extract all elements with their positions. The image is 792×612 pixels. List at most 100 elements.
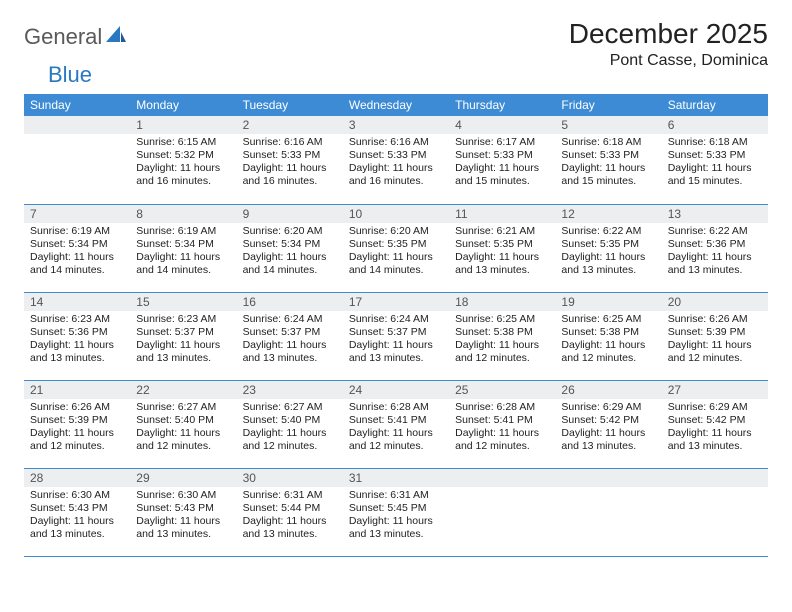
day-number: 21 bbox=[24, 381, 130, 399]
day-details: Sunrise: 6:22 AMSunset: 5:35 PMDaylight:… bbox=[555, 223, 661, 282]
daylight-text: Daylight: 11 hours and 12 minutes. bbox=[243, 427, 337, 453]
day-number: 19 bbox=[555, 293, 661, 311]
day-number: 5 bbox=[555, 116, 661, 134]
sunset-text: Sunset: 5:33 PM bbox=[243, 149, 337, 162]
day-details: Sunrise: 6:25 AMSunset: 5:38 PMDaylight:… bbox=[449, 311, 555, 370]
sunset-text: Sunset: 5:39 PM bbox=[30, 414, 124, 427]
day-number: 26 bbox=[555, 381, 661, 399]
sunset-text: Sunset: 5:39 PM bbox=[668, 326, 762, 339]
day-number bbox=[449, 469, 555, 487]
weekday-header: Friday bbox=[555, 94, 661, 116]
sunset-text: Sunset: 5:35 PM bbox=[455, 238, 549, 251]
daylight-text: Daylight: 11 hours and 14 minutes. bbox=[349, 251, 443, 277]
daylight-text: Daylight: 11 hours and 16 minutes. bbox=[349, 162, 443, 188]
sunrise-text: Sunrise: 6:30 AM bbox=[30, 489, 124, 502]
day-number bbox=[662, 469, 768, 487]
sunrise-text: Sunrise: 6:15 AM bbox=[136, 136, 230, 149]
day-details: Sunrise: 6:26 AMSunset: 5:39 PMDaylight:… bbox=[662, 311, 768, 370]
day-details: Sunrise: 6:30 AMSunset: 5:43 PMDaylight:… bbox=[24, 487, 130, 546]
day-details: Sunrise: 6:29 AMSunset: 5:42 PMDaylight:… bbox=[555, 399, 661, 458]
day-number: 13 bbox=[662, 205, 768, 223]
daylight-text: Daylight: 11 hours and 13 minutes. bbox=[561, 251, 655, 277]
calendar-week-row: 7Sunrise: 6:19 AMSunset: 5:34 PMDaylight… bbox=[24, 204, 768, 292]
sunset-text: Sunset: 5:42 PM bbox=[561, 414, 655, 427]
day-number: 2 bbox=[237, 116, 343, 134]
daylight-text: Daylight: 11 hours and 14 minutes. bbox=[30, 251, 124, 277]
calendar-day-cell: 22Sunrise: 6:27 AMSunset: 5:40 PMDayligh… bbox=[130, 380, 236, 468]
day-details: Sunrise: 6:23 AMSunset: 5:37 PMDaylight:… bbox=[130, 311, 236, 370]
calendar-day-cell: 15Sunrise: 6:23 AMSunset: 5:37 PMDayligh… bbox=[130, 292, 236, 380]
day-number: 20 bbox=[662, 293, 768, 311]
brand-sail-icon bbox=[106, 26, 126, 49]
day-number: 29 bbox=[130, 469, 236, 487]
sunrise-text: Sunrise: 6:22 AM bbox=[561, 225, 655, 238]
calendar-day-cell: 9Sunrise: 6:20 AMSunset: 5:34 PMDaylight… bbox=[237, 204, 343, 292]
month-title: December 2025 bbox=[569, 18, 768, 50]
sunset-text: Sunset: 5:40 PM bbox=[243, 414, 337, 427]
day-details: Sunrise: 6:26 AMSunset: 5:39 PMDaylight:… bbox=[24, 399, 130, 458]
daylight-text: Daylight: 11 hours and 13 minutes. bbox=[561, 427, 655, 453]
day-number: 1 bbox=[130, 116, 236, 134]
day-details: Sunrise: 6:31 AMSunset: 5:45 PMDaylight:… bbox=[343, 487, 449, 546]
day-details: Sunrise: 6:18 AMSunset: 5:33 PMDaylight:… bbox=[555, 134, 661, 193]
day-details: Sunrise: 6:21 AMSunset: 5:35 PMDaylight:… bbox=[449, 223, 555, 282]
calendar-day-cell: 20Sunrise: 6:26 AMSunset: 5:39 PMDayligh… bbox=[662, 292, 768, 380]
calendar-day-cell: 30Sunrise: 6:31 AMSunset: 5:44 PMDayligh… bbox=[237, 468, 343, 556]
daylight-text: Daylight: 11 hours and 16 minutes. bbox=[243, 162, 337, 188]
daylight-text: Daylight: 11 hours and 16 minutes. bbox=[136, 162, 230, 188]
sunrise-text: Sunrise: 6:27 AM bbox=[136, 401, 230, 414]
day-number: 28 bbox=[24, 469, 130, 487]
daylight-text: Daylight: 11 hours and 15 minutes. bbox=[455, 162, 549, 188]
sunset-text: Sunset: 5:41 PM bbox=[455, 414, 549, 427]
day-number: 18 bbox=[449, 293, 555, 311]
daylight-text: Daylight: 11 hours and 12 minutes. bbox=[455, 427, 549, 453]
day-number: 7 bbox=[24, 205, 130, 223]
weekday-header: Sunday bbox=[24, 94, 130, 116]
brand-logo: General bbox=[24, 18, 128, 50]
calendar-day-cell: 27Sunrise: 6:29 AMSunset: 5:42 PMDayligh… bbox=[662, 380, 768, 468]
calendar-body: 1Sunrise: 6:15 AMSunset: 5:32 PMDaylight… bbox=[24, 116, 768, 556]
day-number: 10 bbox=[343, 205, 449, 223]
sunrise-text: Sunrise: 6:18 AM bbox=[668, 136, 762, 149]
daylight-text: Daylight: 11 hours and 14 minutes. bbox=[136, 251, 230, 277]
calendar-day-cell: 4Sunrise: 6:17 AMSunset: 5:33 PMDaylight… bbox=[449, 116, 555, 204]
calendar-day-cell: 17Sunrise: 6:24 AMSunset: 5:37 PMDayligh… bbox=[343, 292, 449, 380]
calendar-table: SundayMondayTuesdayWednesdayThursdayFrid… bbox=[24, 94, 768, 557]
sunrise-text: Sunrise: 6:28 AM bbox=[455, 401, 549, 414]
daylight-text: Daylight: 11 hours and 15 minutes. bbox=[668, 162, 762, 188]
day-details: Sunrise: 6:29 AMSunset: 5:42 PMDaylight:… bbox=[662, 399, 768, 458]
calendar-day-cell: 3Sunrise: 6:16 AMSunset: 5:33 PMDaylight… bbox=[343, 116, 449, 204]
daylight-text: Daylight: 11 hours and 12 minutes. bbox=[455, 339, 549, 365]
day-number: 14 bbox=[24, 293, 130, 311]
day-number: 16 bbox=[237, 293, 343, 311]
daylight-text: Daylight: 11 hours and 12 minutes. bbox=[668, 339, 762, 365]
sunset-text: Sunset: 5:37 PM bbox=[136, 326, 230, 339]
sunrise-text: Sunrise: 6:24 AM bbox=[243, 313, 337, 326]
day-number: 6 bbox=[662, 116, 768, 134]
day-details: Sunrise: 6:17 AMSunset: 5:33 PMDaylight:… bbox=[449, 134, 555, 193]
calendar-day-cell: 19Sunrise: 6:25 AMSunset: 5:38 PMDayligh… bbox=[555, 292, 661, 380]
sunset-text: Sunset: 5:36 PM bbox=[668, 238, 762, 251]
daylight-text: Daylight: 11 hours and 12 minutes. bbox=[561, 339, 655, 365]
sunrise-text: Sunrise: 6:25 AM bbox=[455, 313, 549, 326]
sunrise-text: Sunrise: 6:29 AM bbox=[561, 401, 655, 414]
sunset-text: Sunset: 5:42 PM bbox=[668, 414, 762, 427]
sunset-text: Sunset: 5:38 PM bbox=[561, 326, 655, 339]
daylight-text: Daylight: 11 hours and 12 minutes. bbox=[349, 427, 443, 453]
day-details: Sunrise: 6:20 AMSunset: 5:34 PMDaylight:… bbox=[237, 223, 343, 282]
daylight-text: Daylight: 11 hours and 13 minutes. bbox=[668, 251, 762, 277]
sunrise-text: Sunrise: 6:20 AM bbox=[243, 225, 337, 238]
day-number bbox=[555, 469, 661, 487]
sunset-text: Sunset: 5:44 PM bbox=[243, 502, 337, 515]
sunrise-text: Sunrise: 6:27 AM bbox=[243, 401, 337, 414]
calendar-day-cell: 1Sunrise: 6:15 AMSunset: 5:32 PMDaylight… bbox=[130, 116, 236, 204]
daylight-text: Daylight: 11 hours and 13 minutes. bbox=[30, 515, 124, 541]
calendar-day-cell: 7Sunrise: 6:19 AMSunset: 5:34 PMDaylight… bbox=[24, 204, 130, 292]
day-details: Sunrise: 6:20 AMSunset: 5:35 PMDaylight:… bbox=[343, 223, 449, 282]
sunrise-text: Sunrise: 6:26 AM bbox=[30, 401, 124, 414]
calendar-day-cell: 31Sunrise: 6:31 AMSunset: 5:45 PMDayligh… bbox=[343, 468, 449, 556]
sunset-text: Sunset: 5:35 PM bbox=[349, 238, 443, 251]
daylight-text: Daylight: 11 hours and 12 minutes. bbox=[30, 427, 124, 453]
day-number: 11 bbox=[449, 205, 555, 223]
day-details: Sunrise: 6:28 AMSunset: 5:41 PMDaylight:… bbox=[449, 399, 555, 458]
